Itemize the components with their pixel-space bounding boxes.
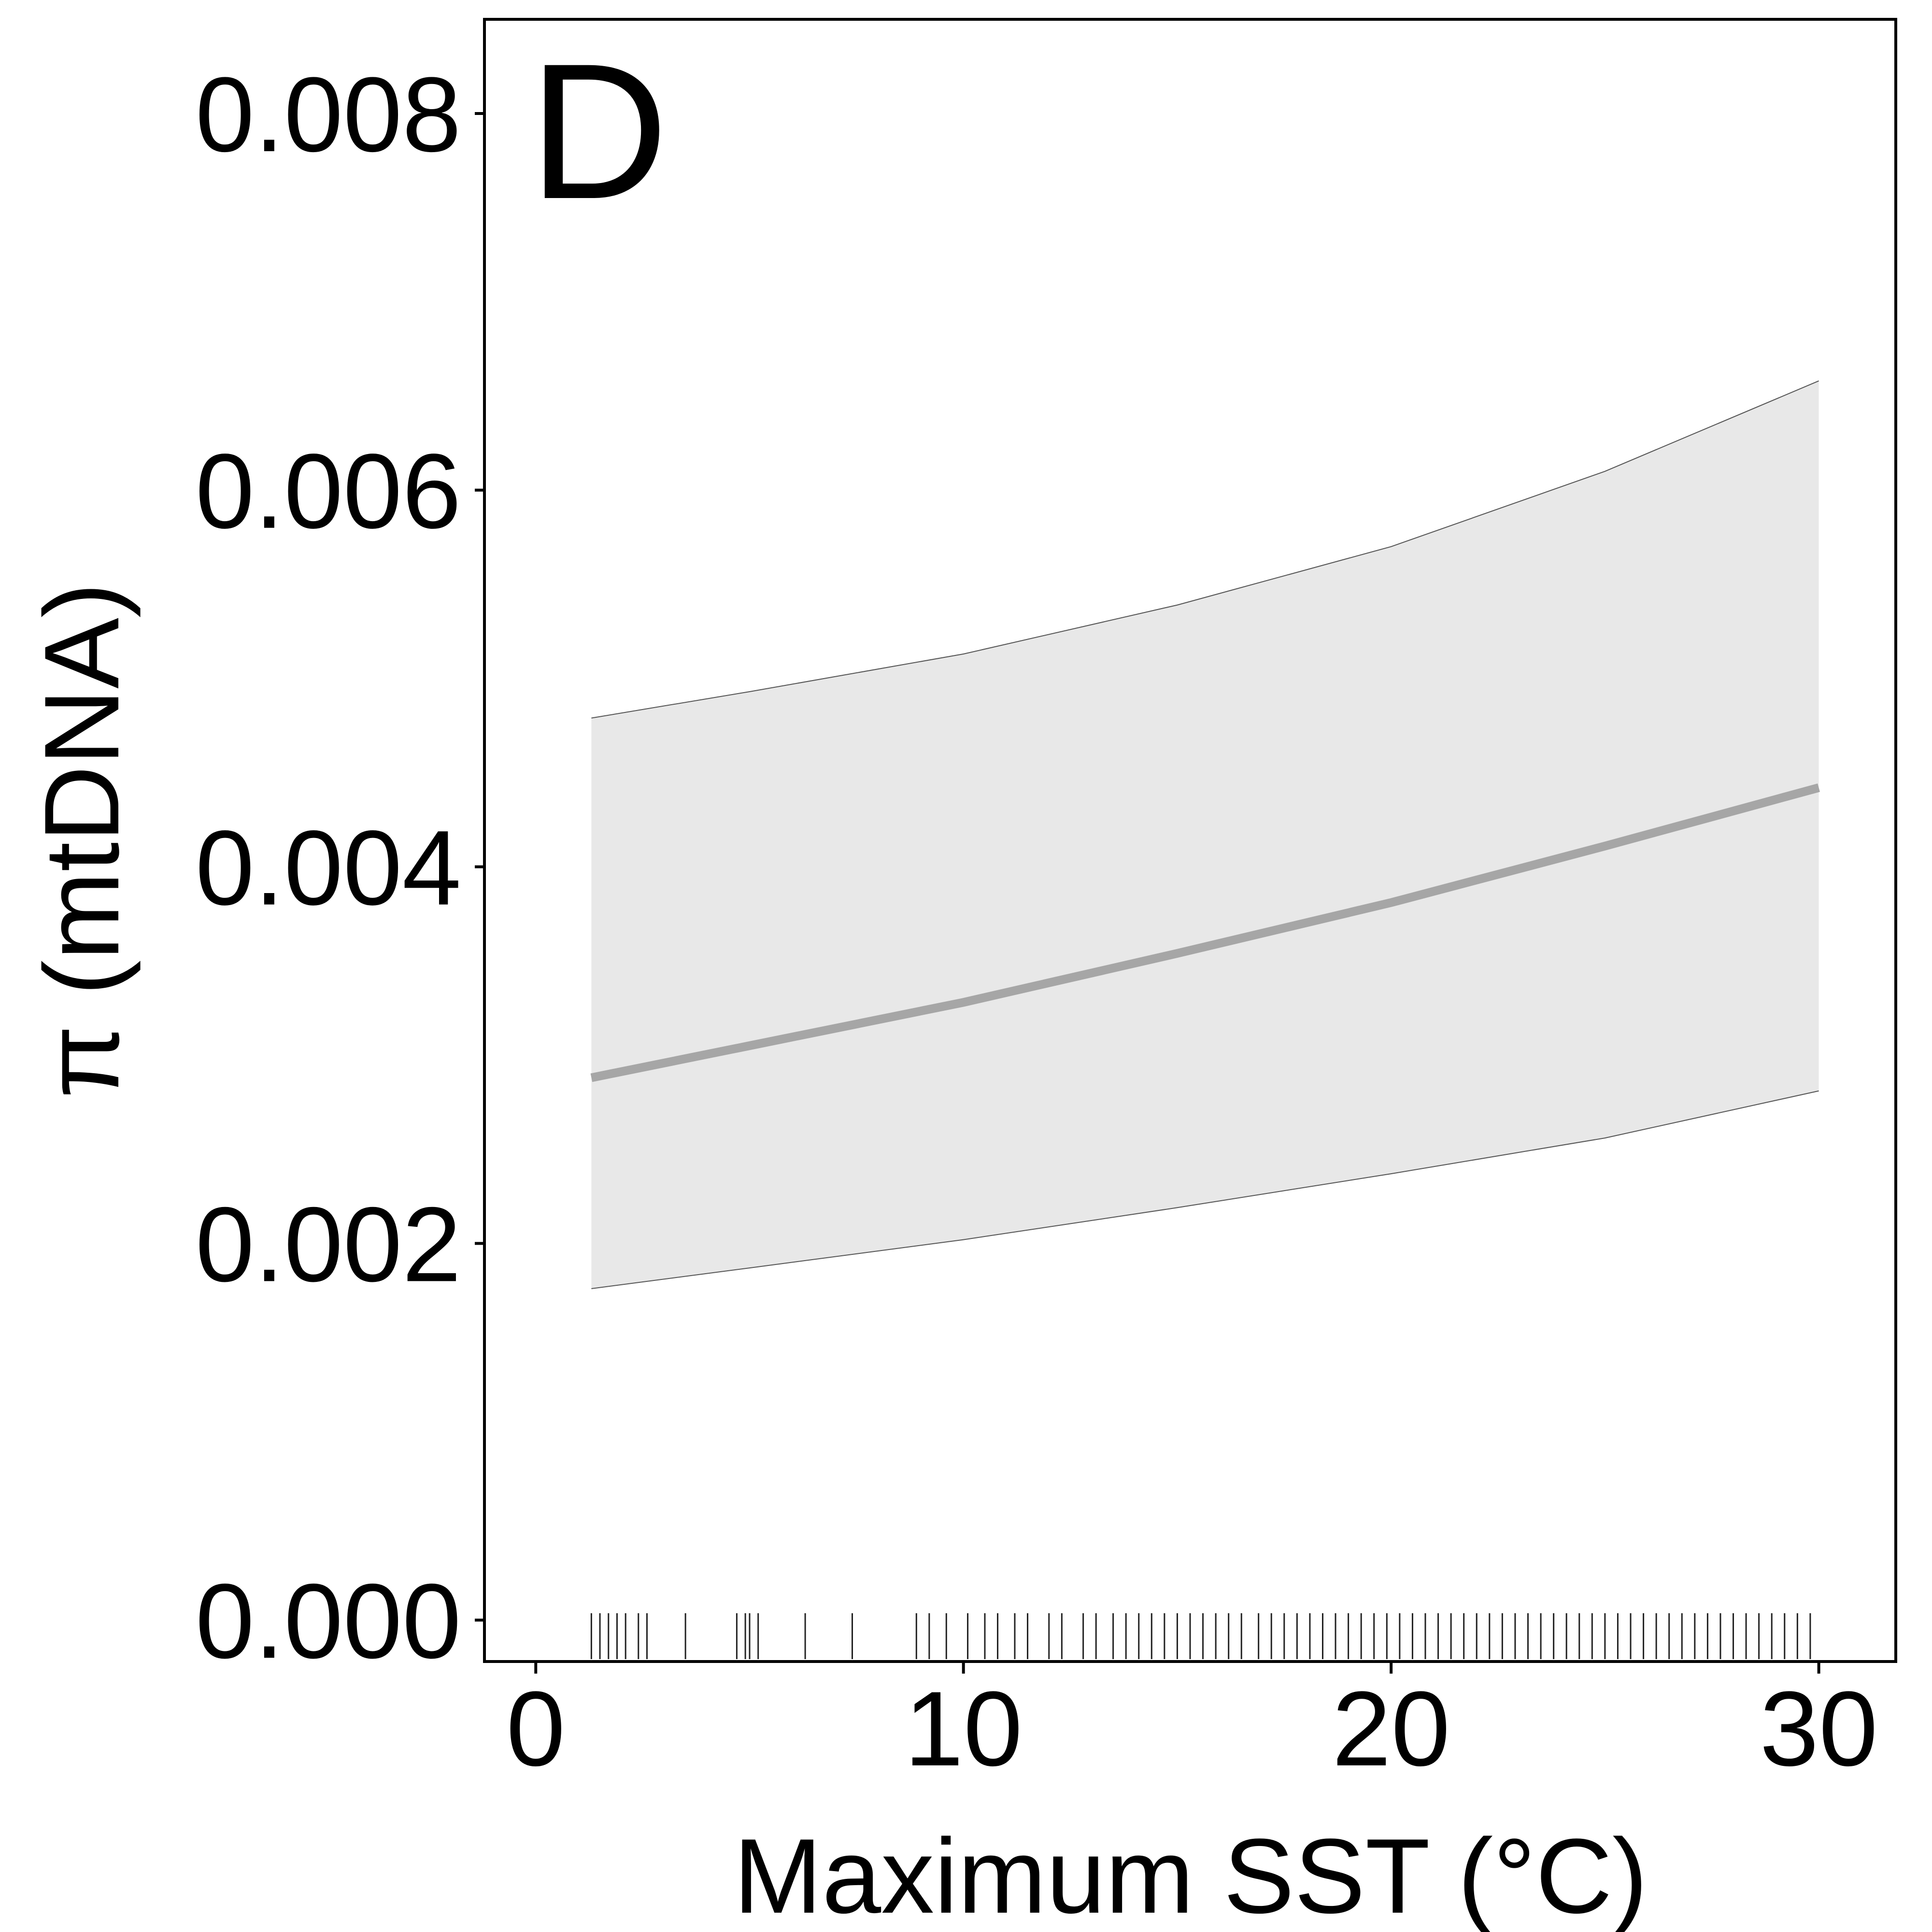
- x-tick-label: 0: [506, 1669, 565, 1788]
- y-tick-label: 0.004: [195, 809, 461, 927]
- y-tick-label: 0.002: [195, 1185, 461, 1304]
- x-tick-label: 10: [904, 1669, 1023, 1788]
- confidence-lower-edge: [591, 1090, 1819, 1289]
- axes: 0 10 20 30 0.000 0.002 0.004 0.006 0.008: [195, 55, 1878, 1788]
- y-axis-title: π (mtDNA): [22, 582, 141, 1098]
- x-tick-label: 20: [1332, 1669, 1450, 1788]
- panel-label: D: [529, 23, 668, 239]
- y-tick-label: 0.006: [195, 432, 461, 551]
- fitted-line: [590, 783, 1820, 1082]
- plot-area: [590, 380, 1820, 1659]
- x-axis-title: Maximum SST (°C): [734, 1817, 1648, 1932]
- confidence-band: [591, 381, 1819, 1289]
- x-tick-label: 30: [1760, 1669, 1878, 1788]
- y-tick-label: 0.000: [195, 1562, 461, 1680]
- y-tick-label: 0.008: [195, 55, 461, 174]
- rug-marks: [590, 1613, 1811, 1659]
- confidence-upper-edge: [591, 380, 1819, 719]
